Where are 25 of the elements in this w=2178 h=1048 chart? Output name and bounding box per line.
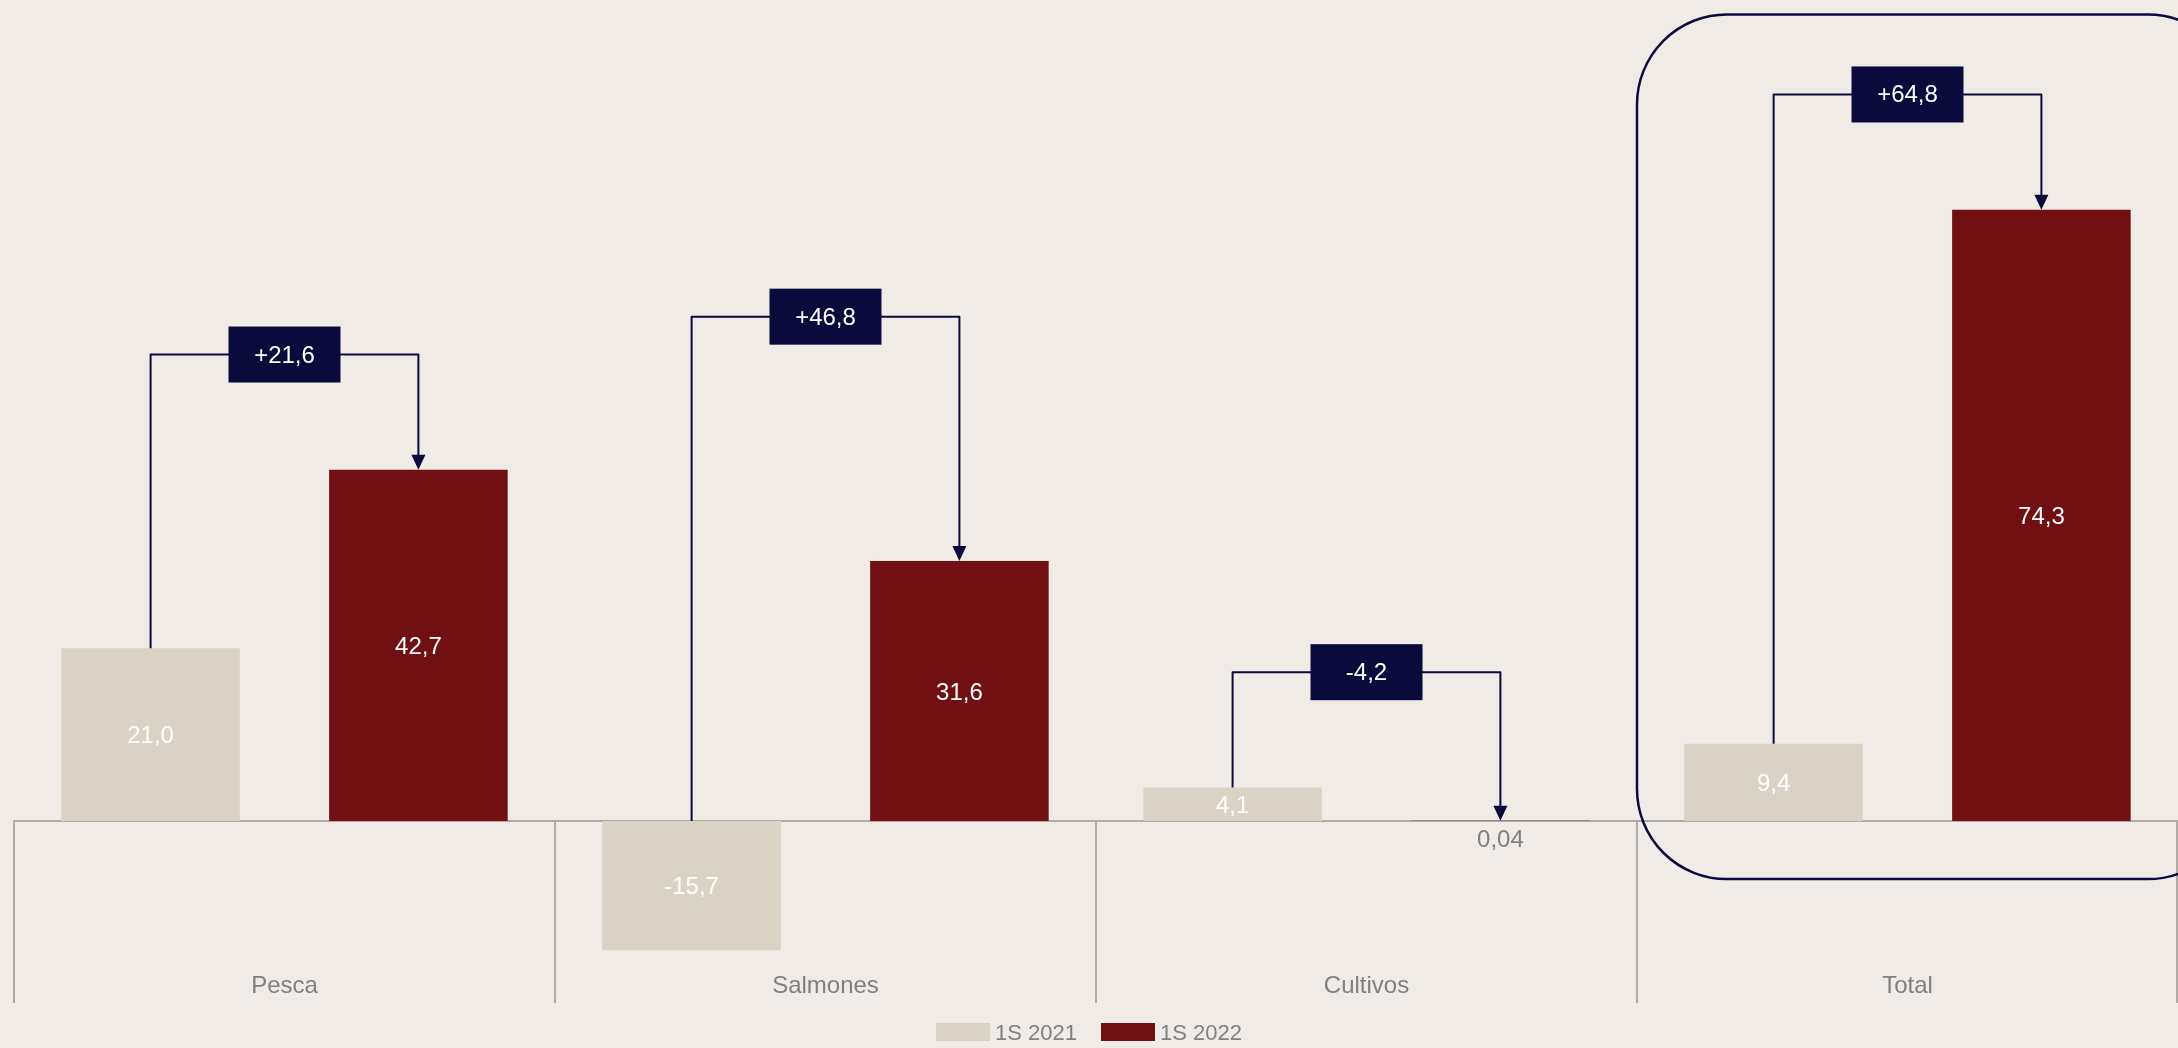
data-label: -15,7 xyxy=(664,872,719,900)
data-label: 4,1 xyxy=(1215,790,1250,818)
bar xyxy=(602,821,781,951)
text: +64,8 xyxy=(1877,80,1938,108)
annotation: +46,8 xyxy=(795,302,856,330)
data-label: 42,7 xyxy=(395,631,442,659)
data-label: 31,6 xyxy=(936,677,983,705)
annotation: +21,6 xyxy=(254,340,315,368)
legend-label: 1S 2022 xyxy=(1160,1019,1242,1045)
bar xyxy=(1684,743,1863,822)
data-label: 21,0 xyxy=(127,721,174,749)
annotation: -4,2 xyxy=(1345,658,1388,686)
bar xyxy=(1952,209,2131,822)
x-tick-label: Salmones xyxy=(772,971,879,999)
x-tick-label: Cultivos xyxy=(1323,971,1410,999)
bar xyxy=(870,561,1049,822)
bar xyxy=(61,648,240,822)
data-label: 74,3 xyxy=(2018,501,2065,529)
bar xyxy=(1143,787,1322,822)
bar xyxy=(329,469,508,822)
legend-label: 1S 2021 xyxy=(995,1019,1078,1045)
x-tick-label: Total xyxy=(1882,971,1933,999)
data-label: 0,04 xyxy=(1477,824,1524,852)
data-label: 9,4 xyxy=(1756,768,1791,796)
x-tick-label: Pesca xyxy=(251,971,319,999)
